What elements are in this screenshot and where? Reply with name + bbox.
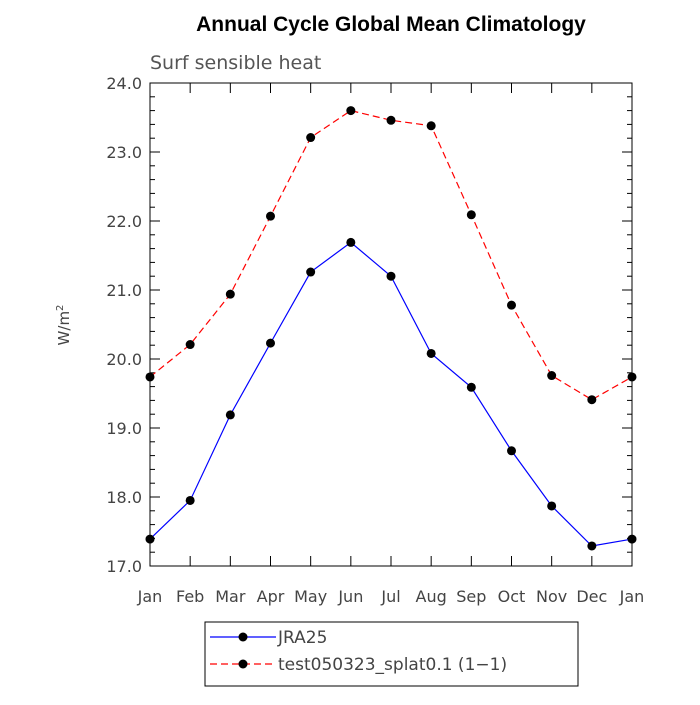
series-2-point (346, 106, 356, 116)
y-axis-label-unit: W/m (55, 311, 73, 346)
x-tick-label: May (294, 587, 327, 606)
y-axis-label: W/m2 (55, 305, 73, 346)
series-1-point (627, 534, 637, 544)
x-tick-label: Aug (416, 587, 447, 606)
y-tick-label: 23.0 (106, 143, 142, 162)
x-tick-label: Sep (456, 587, 486, 606)
series-1-point (507, 446, 516, 456)
x-tick-label: Jan (619, 587, 645, 606)
series-2-point (145, 372, 155, 382)
series-2-point (266, 211, 275, 221)
series-2-point (225, 289, 235, 299)
series-2-point (507, 300, 516, 310)
series-2-point (547, 371, 557, 381)
y-tick-label: 24.0 (106, 74, 142, 93)
series-1-point (225, 410, 235, 420)
series-1-point (346, 237, 356, 247)
legend-label-1: JRA25 (277, 628, 327, 648)
plot-frame (149, 82, 633, 567)
x-tick-label: Apr (257, 587, 285, 606)
y-axis-label-superscript: 2 (55, 305, 66, 311)
series-1-point (386, 271, 396, 281)
y-tick-label: 21.0 (106, 281, 142, 300)
y-tick-label: 22.0 (106, 212, 142, 231)
x-axis: Jan Feb Mar Apr May Jun Jul Aug Sep Oct Nov Dec Jan (137, 83, 645, 606)
x-tick-label: Oct (498, 587, 526, 606)
series-1-point (466, 382, 476, 392)
series-line-2 (149, 109, 633, 401)
series-2-point (185, 340, 195, 350)
series-2-point (627, 372, 637, 382)
series-line-1 (149, 241, 633, 547)
legend-marker-2 (238, 659, 248, 669)
y-tick-label: 18.0 (106, 488, 142, 507)
legend-box (204, 621, 579, 687)
x-tick-label: Nov (536, 587, 567, 606)
series-1-point (547, 501, 557, 511)
series-1-point (306, 267, 316, 277)
chart-subtitle: Surf sensible heat (150, 52, 321, 74)
x-tick-label: Mar (215, 587, 246, 606)
y-tick-label: 17.0 (106, 557, 142, 576)
series-2-point (306, 133, 316, 143)
x-tick-label: Dec (576, 587, 607, 606)
series-2-point (466, 210, 476, 220)
series-1-point (587, 541, 597, 551)
x-tick-label: Jun (337, 587, 363, 606)
series-2-point (426, 121, 436, 131)
legend-marker-1 (238, 632, 248, 642)
x-tick-label: Feb (176, 587, 204, 606)
series-1-point (185, 495, 195, 505)
y-axis: 17.0 18.0 19.0 20.0 21.0 22.0 23.0 24.0 (106, 74, 632, 576)
series-2-point (587, 395, 597, 405)
series-layer (145, 106, 637, 551)
y-tick-label: 19.0 (106, 419, 142, 438)
x-tick-label: Jul (380, 587, 400, 606)
chart-title: Annual Cycle Global Mean Climatology (196, 13, 586, 36)
series-1-point (266, 338, 275, 348)
legend: JRA25 test050323_splat0.1 (1−1) (204, 621, 579, 687)
series-1-point (426, 348, 436, 358)
series-1-point (145, 534, 155, 544)
series-2-point (386, 115, 396, 125)
x-tick-label: Jan (137, 587, 163, 606)
legend-label-2: test050323_splat0.1 (1−1) (278, 655, 507, 675)
y-tick-label: 20.0 (106, 350, 142, 369)
